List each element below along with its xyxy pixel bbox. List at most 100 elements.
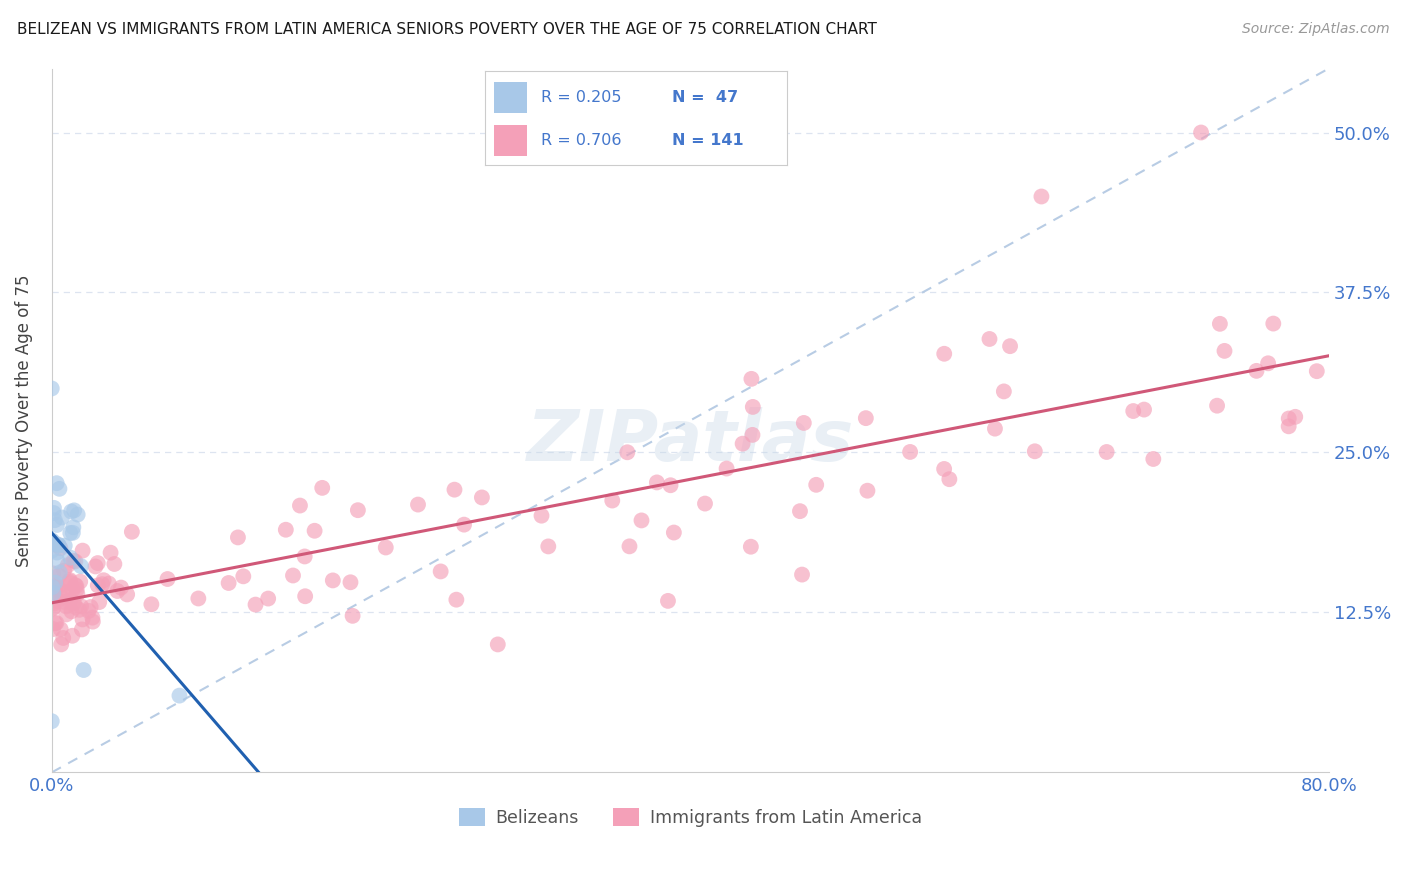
Point bbox=[44, 513, 66, 527]
Point bbox=[77, 604, 100, 618]
Point bbox=[1142, 452, 1164, 467]
Point bbox=[82, 610, 104, 624]
Point bbox=[226, 530, 249, 544]
Text: N =  47: N = 47 bbox=[672, 89, 738, 104]
Point bbox=[44, 581, 66, 595]
Point bbox=[600, 493, 623, 508]
Point bbox=[70, 559, 93, 574]
Point bbox=[45, 578, 67, 592]
Point bbox=[1246, 364, 1268, 378]
Point bbox=[716, 461, 738, 475]
Point bbox=[62, 525, 84, 540]
Point bbox=[806, 478, 828, 492]
Point bbox=[740, 540, 762, 554]
Point bbox=[67, 603, 90, 617]
Point bbox=[1031, 189, 1053, 203]
Point bbox=[42, 500, 65, 515]
Point bbox=[486, 637, 509, 651]
Y-axis label: Seniors Poverty Over the Age of 75: Seniors Poverty Over the Age of 75 bbox=[15, 274, 32, 566]
Point bbox=[46, 538, 69, 552]
Point bbox=[984, 422, 1007, 436]
Point bbox=[53, 539, 76, 553]
Point bbox=[48, 566, 70, 580]
Point bbox=[1189, 126, 1212, 140]
Point bbox=[59, 526, 82, 541]
Point bbox=[48, 568, 70, 582]
Point bbox=[741, 428, 763, 442]
Point bbox=[1133, 402, 1156, 417]
Point bbox=[741, 400, 763, 414]
Point bbox=[446, 592, 468, 607]
Point bbox=[1213, 343, 1236, 358]
Point bbox=[44, 537, 66, 551]
Point bbox=[41, 714, 63, 729]
Point bbox=[453, 517, 475, 532]
Point bbox=[59, 573, 82, 587]
Point bbox=[934, 462, 956, 476]
Point bbox=[55, 590, 77, 604]
Text: R = 0.706: R = 0.706 bbox=[541, 133, 621, 148]
Point bbox=[53, 595, 76, 609]
Bar bbox=[494, 82, 527, 112]
Point bbox=[89, 595, 111, 609]
Point bbox=[339, 575, 361, 590]
Point bbox=[66, 587, 89, 601]
Point bbox=[91, 577, 114, 591]
Point bbox=[169, 689, 191, 703]
Point bbox=[59, 550, 82, 565]
Point bbox=[42, 506, 65, 520]
Point bbox=[855, 411, 877, 425]
Text: BELIZEAN VS IMMIGRANTS FROM LATIN AMERICA SENIORS POVERTY OVER THE AGE OF 75 COR: BELIZEAN VS IMMIGRANTS FROM LATIN AMERIC… bbox=[17, 22, 877, 37]
Point bbox=[82, 615, 104, 629]
Point bbox=[55, 599, 77, 614]
Text: ZIPatlas: ZIPatlas bbox=[527, 407, 853, 476]
Point bbox=[42, 587, 65, 601]
Point bbox=[41, 601, 63, 615]
Point bbox=[65, 554, 87, 568]
Point bbox=[1306, 364, 1329, 378]
Point bbox=[63, 578, 86, 592]
Point bbox=[793, 416, 815, 430]
Point bbox=[645, 475, 668, 490]
Point bbox=[46, 554, 69, 568]
Point bbox=[406, 498, 429, 512]
Point bbox=[70, 599, 93, 614]
Point bbox=[63, 596, 86, 610]
Point bbox=[45, 518, 67, 533]
Point bbox=[1122, 404, 1144, 418]
Point bbox=[347, 503, 370, 517]
Point bbox=[41, 533, 63, 548]
Point bbox=[41, 534, 63, 549]
Text: R = 0.205: R = 0.205 bbox=[541, 89, 621, 104]
Point bbox=[616, 445, 638, 459]
Point bbox=[187, 591, 209, 606]
Point bbox=[48, 482, 70, 496]
Point bbox=[66, 582, 89, 597]
Point bbox=[42, 588, 65, 602]
Point bbox=[311, 481, 333, 495]
Point bbox=[59, 576, 82, 591]
Point bbox=[115, 587, 138, 601]
Point bbox=[281, 568, 304, 582]
Point bbox=[45, 538, 67, 552]
Point bbox=[70, 623, 93, 637]
Point bbox=[1278, 419, 1301, 434]
Point bbox=[1263, 317, 1285, 331]
Point bbox=[72, 612, 94, 626]
Point bbox=[51, 637, 73, 651]
Point bbox=[41, 381, 63, 395]
Point bbox=[41, 543, 63, 558]
Point bbox=[46, 580, 69, 594]
Point bbox=[44, 575, 66, 590]
Point bbox=[42, 622, 65, 636]
Point bbox=[121, 524, 143, 539]
Point bbox=[1278, 411, 1301, 425]
Point bbox=[45, 476, 67, 491]
Point bbox=[294, 549, 316, 564]
Point bbox=[294, 589, 316, 603]
Point bbox=[59, 593, 82, 607]
Point bbox=[304, 524, 326, 538]
Point bbox=[429, 565, 451, 579]
Point bbox=[48, 538, 70, 552]
Point bbox=[110, 581, 132, 595]
